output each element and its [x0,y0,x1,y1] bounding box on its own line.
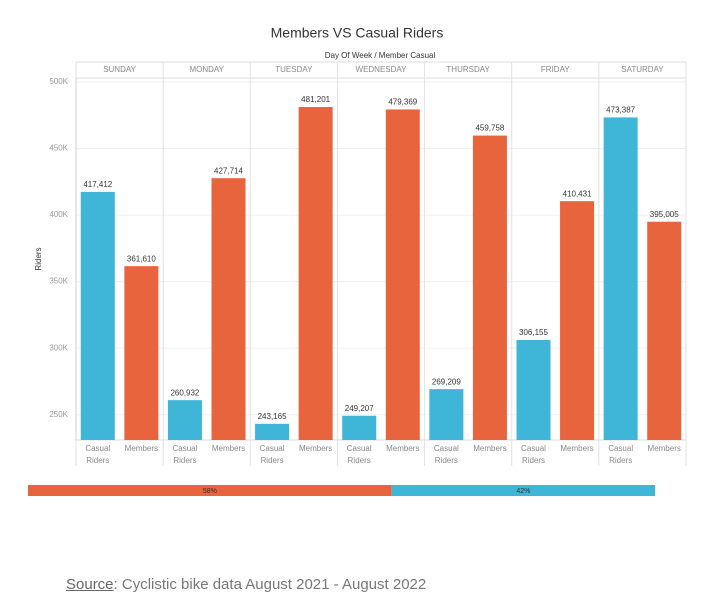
x-tick-label: Casual Riders [433,444,459,465]
y-tick-label: 400K [49,210,68,219]
x-tick-label: Casual Riders [608,444,634,465]
x-label-box: Casual Riders [521,444,546,465]
value-label: 306,155 [519,328,548,337]
value-label: 479,369 [388,98,417,107]
bar [385,109,420,441]
value-label: 427,714 [214,166,243,175]
share-segment [28,485,392,496]
value-label: 243,165 [258,412,287,421]
share-segment [391,485,655,496]
x-tick-label: Casual Riders [521,444,546,465]
x-tick-label: Members [211,444,246,453]
day-header: SUNDAY [103,65,136,74]
bar [603,117,638,440]
x-label-box: Members [124,444,159,453]
x-tick-label: Members [124,444,159,453]
value-label: 417,412 [83,180,112,189]
source-text: : Cyclistic bike data August 2021 - Augu… [113,576,427,593]
chart-title: Members VS Casual Riders [271,25,444,41]
bar [472,135,507,440]
x-tick-label: Members [386,444,420,453]
day-header: SATURDAY [621,65,664,74]
value-label: 249,207 [345,404,374,413]
x-label-box: Casual Riders [346,444,372,465]
x-tick-label: Members [473,444,507,453]
day-header: MONDAY [189,65,224,74]
bar [298,107,333,440]
x-tick-label: Casual Riders [172,444,198,465]
y-tick-label: 350K [49,277,68,286]
day-header: TUESDAY [275,65,313,74]
bar [255,423,290,440]
value-label: 361,610 [127,254,156,263]
bar [167,400,202,440]
value-label: 481,201 [301,95,330,104]
source-label: Source [66,576,114,593]
y-tick-label: 250K [49,410,68,419]
day-header: THURSDAY [446,65,490,74]
bar [560,201,595,440]
x-tick-label: Members [560,444,594,453]
share-label: 58% [203,488,217,495]
x-label-box: Casual Riders [259,444,285,465]
x-tick-label: Members [298,444,333,453]
day-header: FRIDAY [541,65,570,74]
bar [516,339,551,440]
day-header: WEDNESDAY [356,65,408,74]
bar [124,266,159,440]
x-label-box: Casual Riders [172,444,198,465]
x-tick-label: Casual Riders [85,444,111,465]
value-label: 473,387 [606,106,635,115]
bar [80,191,115,440]
bar [647,221,682,440]
value-label: 260,932 [170,388,199,397]
bar [429,389,464,440]
x-label-box: Members [647,444,681,453]
x-tick-label: Casual Riders [346,444,372,465]
value-label: 410,431 [563,189,592,198]
source: Source: Cyclistic bike data August 2021 … [66,576,426,593]
bar [211,178,246,440]
x-label-box: Casual Riders [85,444,111,465]
x-label-box: Members [473,444,507,453]
x-tick-label: Members [647,444,681,453]
y-axis-label: Riders [34,247,43,270]
x-label-box: Casual Riders [433,444,459,465]
x-label-box: Members [211,444,246,453]
x-label-box: Members [560,444,594,453]
x-label-box: Members [298,444,333,453]
y-tick-label: 500K [49,77,68,86]
value-label: 395,005 [650,210,679,219]
x-label-box: Casual Riders [608,444,634,465]
share-label: 42% [516,488,530,495]
y-tick-label: 300K [49,343,68,352]
y-tick-label: 450K [49,144,68,153]
x-label-box: Members [386,444,420,453]
x-tick-label: Casual Riders [259,444,285,465]
bar [342,415,377,440]
chart: Members VS Casual Riders Day Of Week / M… [28,25,687,496]
value-label: 459,758 [475,124,504,133]
value-label: 269,209 [432,377,461,386]
chart-subtitle: Day Of Week / Member Casual [325,51,436,60]
